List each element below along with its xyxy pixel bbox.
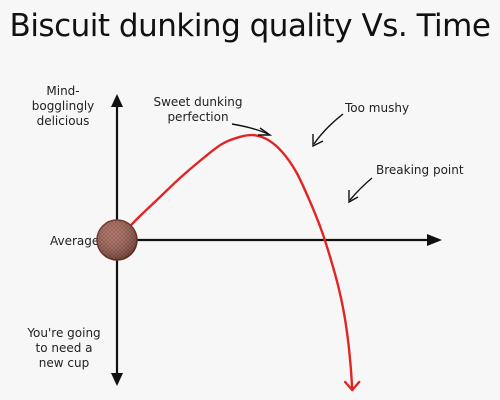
y-label-middle: Average	[50, 234, 100, 248]
annotation-sweet-dunking: Sweet dunking perfection	[146, 95, 250, 125]
series-arrowhead	[344, 380, 361, 392]
y-axis-arrow-top	[111, 94, 123, 107]
annotation-arrows	[231, 113, 373, 204]
annotation-sweet-dunking-line-1: Sweet dunking	[153, 95, 243, 109]
pointer-too-mushy-head	[312, 134, 324, 148]
y-axis-arrow-bottom	[111, 373, 123, 386]
annotation-sweet-dunking-line-2: perfection	[167, 110, 229, 124]
annotation-too-mushy: Too mushy	[345, 101, 410, 115]
y-label-top: Mind-bogglingly delicious	[28, 84, 98, 129]
series-group	[115, 133, 361, 392]
series-line	[115, 133, 354, 392]
annotation-breaking-point: Breaking point	[376, 163, 464, 177]
pointer-sweet-dunking-head	[258, 127, 273, 136]
biscuit-icon	[96, 219, 138, 261]
y-label-bottom-line-3: new cup	[38, 356, 90, 370]
pointer-breaking-point	[349, 177, 373, 201]
y-label-top-line-2: delicious	[36, 114, 90, 128]
x-axis-arrow	[427, 234, 442, 246]
pointer-sweet-dunking	[231, 123, 269, 135]
y-label-bottom-line-1: You're going	[27, 326, 101, 340]
chart-title: Biscuit dunking quality Vs. Time	[9, 8, 491, 44]
pointer-breaking-point-head	[348, 190, 359, 204]
y-label-bottom: You're going to need a new cup	[26, 326, 102, 371]
y-label-bottom-line-2: to need a	[35, 341, 93, 355]
pointer-too-mushy	[313, 113, 344, 145]
y-label-top-line-1: Mind-bogglingly	[31, 84, 95, 113]
axes	[111, 94, 442, 386]
